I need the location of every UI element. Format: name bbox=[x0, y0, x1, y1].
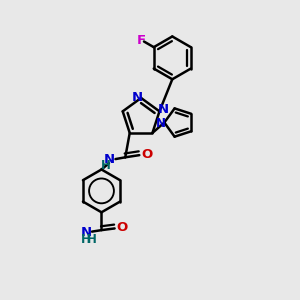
Text: N: N bbox=[103, 153, 115, 166]
Text: O: O bbox=[141, 148, 152, 161]
Text: N: N bbox=[158, 103, 169, 116]
Text: N: N bbox=[155, 117, 166, 130]
Text: N: N bbox=[132, 92, 143, 104]
Text: H: H bbox=[87, 232, 97, 245]
Text: H: H bbox=[100, 158, 110, 172]
Text: N: N bbox=[80, 226, 92, 239]
Text: F: F bbox=[137, 34, 146, 47]
Text: H: H bbox=[80, 232, 90, 245]
Text: O: O bbox=[116, 221, 128, 234]
